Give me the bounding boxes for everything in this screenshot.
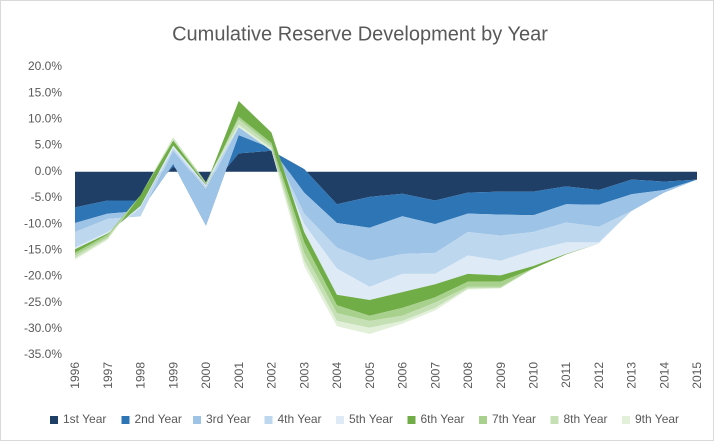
x-tick-label: 2015	[690, 362, 704, 389]
legend-label: 2nd Year	[135, 412, 182, 426]
area	[75, 101, 697, 301]
y-tick-label: -5.0%	[31, 190, 63, 204]
y-tick-label: 0.0%	[35, 164, 63, 178]
legend-swatch	[121, 416, 130, 424]
x-tick-label: 2002	[265, 362, 279, 389]
x-tick-label: 2008	[461, 362, 475, 389]
legend-label: 4th Year	[278, 412, 322, 426]
y-tick-label: -15.0%	[24, 242, 62, 256]
x-tick-label: 2000	[199, 362, 213, 389]
legend-swatch	[193, 416, 201, 424]
x-tick-label: 2007	[428, 362, 442, 389]
x-tick-label: 2010	[526, 362, 540, 389]
area	[75, 135, 697, 228]
x-tick-label: 2001	[232, 362, 246, 389]
legend-label: 3rd Year	[206, 412, 251, 426]
x-tick-label: 2009	[494, 362, 508, 389]
legend-label: 1st Year	[63, 412, 106, 426]
x-tick-label: 2014	[657, 362, 671, 389]
x-tick-label: 1999	[166, 362, 180, 389]
legend-swatch	[479, 416, 487, 424]
chart-title: Cumulative Reserve Development by Year	[172, 23, 548, 45]
x-tick-label: 2004	[330, 362, 344, 389]
legend-label: 8th Year	[564, 412, 608, 426]
legend-swatch	[336, 416, 344, 424]
legend-label: 5th Year	[349, 412, 393, 426]
legend-label: 6th Year	[421, 412, 465, 426]
x-tick-label: 2006	[396, 362, 410, 389]
x-tick-label: 1996	[68, 362, 82, 389]
area	[75, 127, 697, 261]
area	[75, 150, 697, 208]
x-tick-label: 1997	[101, 362, 115, 389]
y-tick-label: 5.0%	[35, 138, 63, 152]
y-tick-label: -10.0%	[24, 216, 62, 230]
x-tick-label: 2011	[559, 362, 573, 388]
y-tick-label: 20.0%	[28, 59, 62, 73]
y-tick-label: -25.0%	[24, 295, 62, 309]
x-tick-label: 2003	[297, 362, 311, 389]
y-tick-label: -30.0%	[24, 321, 62, 335]
x-tick-label: 1998	[134, 362, 148, 389]
x-tick-label: 2005	[363, 362, 377, 389]
y-tick-label: -35.0%	[24, 347, 62, 361]
x-tick-label: 2013	[625, 362, 639, 389]
y-tick-label: -20.0%	[24, 269, 62, 283]
legend-swatch	[264, 416, 273, 424]
legend-label: 7th Year	[492, 412, 536, 426]
legend-swatch	[50, 416, 58, 424]
x-tick-label: 2012	[592, 362, 606, 389]
legend-swatch	[622, 416, 630, 424]
legend-swatch	[550, 416, 559, 424]
legend-swatch	[407, 416, 416, 424]
area	[75, 119, 697, 287]
legend-label: 9th Year	[635, 412, 679, 426]
y-tick-label: 10.0%	[28, 112, 62, 126]
y-tick-label: 15.0%	[28, 85, 62, 99]
